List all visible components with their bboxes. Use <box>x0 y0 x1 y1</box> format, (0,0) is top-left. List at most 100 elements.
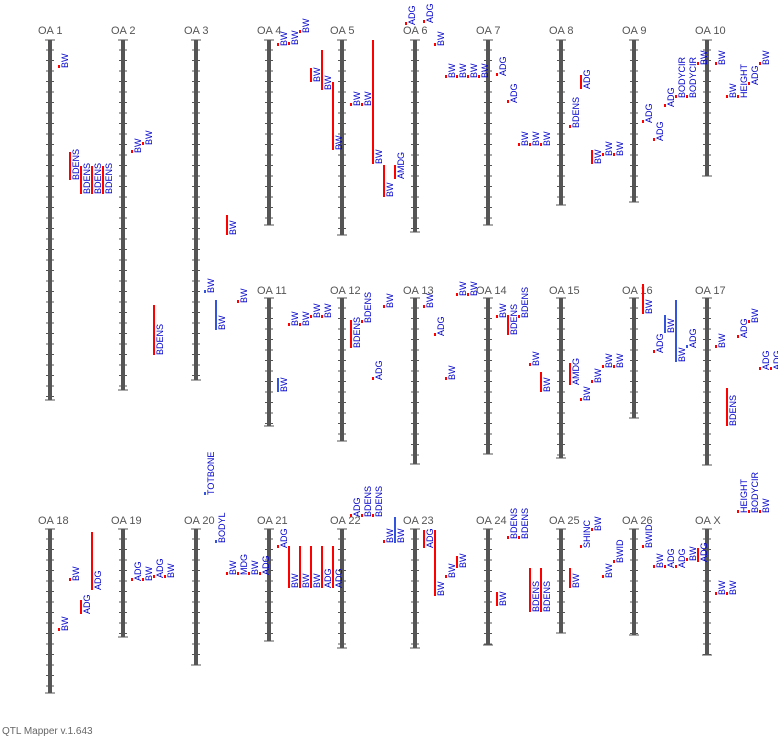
qtl-marker: BW <box>445 63 457 78</box>
qtl-marker: BW <box>456 281 468 296</box>
qtl-label: BW <box>480 63 490 78</box>
qtl-label: BW <box>290 30 300 45</box>
chromosome: OA 22 <box>330 515 361 649</box>
qtl-marker: ADG <box>653 121 665 141</box>
qtl-marker: BW <box>383 293 395 308</box>
chromosome: OA 23 <box>403 515 434 649</box>
qtl-label: ADG <box>334 568 344 588</box>
qtl-marker: MDG <box>237 554 249 575</box>
qtl-label: BW <box>436 581 446 596</box>
chromosome: OA 4 <box>257 25 281 226</box>
qtl-marker: ADG <box>686 328 698 348</box>
chromosome: OA 15 <box>549 285 580 459</box>
qtl-marker: BW <box>602 141 614 156</box>
qtl-label: BDENS <box>93 163 103 194</box>
chromosome-label: OA 2 <box>111 25 135 37</box>
qtl-label: BW <box>655 553 665 568</box>
chromosome-bar <box>632 529 636 635</box>
qtl-label: BW <box>717 580 727 595</box>
qtl-marker: HEIGHT <box>737 478 749 513</box>
qtl-label: BW <box>717 333 727 348</box>
qtl-label: BDENS <box>531 581 541 612</box>
qtl-label: BW <box>593 368 603 383</box>
qtl-label: BW <box>312 67 322 82</box>
chromosome-label: OA 9 <box>622 25 646 37</box>
version-footer: QTL Mapper v.1.643 <box>2 726 93 737</box>
qtl-marker: BW <box>321 50 333 90</box>
qtl-label: BW <box>323 303 333 318</box>
chromosome-bar <box>632 40 636 202</box>
chromosome-label: OA 14 <box>476 285 507 297</box>
qtl-label: ADG <box>374 360 384 380</box>
qtl-label: BW <box>334 135 344 150</box>
qtl-label: ADG <box>436 316 446 336</box>
qtl-marker: BW <box>715 50 727 65</box>
qtl-marker: BW <box>518 131 530 146</box>
qtl-marker: BW <box>58 616 70 631</box>
qtl-label: ADG <box>155 558 165 578</box>
qtl-label: BW <box>374 149 384 164</box>
qtl-marker: HEIGHT <box>737 63 749 98</box>
qtl-marker: BW <box>580 386 592 401</box>
qtl-marker: ADG <box>434 316 446 336</box>
qtl-marker: SHINC <box>580 519 592 548</box>
qtl-label: ADG <box>739 318 749 338</box>
qtl-marker: BWID <box>642 524 654 548</box>
qtl-marker: ADG <box>496 56 508 76</box>
chromosome: OA 20 <box>184 515 215 666</box>
qtl-marker: ADG <box>423 3 435 23</box>
qtl-marker: BW <box>726 83 738 98</box>
qtl-marker: BW <box>434 530 446 596</box>
qtl-marker: BW <box>529 351 541 366</box>
chromosome-label: OA X <box>695 515 721 527</box>
qtl-marker: BDENS <box>518 287 530 318</box>
qtl-label: ADG <box>498 56 508 76</box>
qtl-label: BW <box>312 573 322 588</box>
qtl-label: BWID <box>615 539 625 563</box>
qtl-label: BW <box>604 353 614 368</box>
qtl-marker: BW <box>277 377 289 392</box>
qtl-marker: BW <box>653 553 665 568</box>
qtl-marker: BW <box>445 563 457 578</box>
chromosome-label: OA 5 <box>330 25 354 37</box>
qtl-label: BW <box>666 318 676 333</box>
qtl-label: BW <box>385 293 395 308</box>
qtl-label: BW <box>447 563 457 578</box>
chromosome-label: OA 6 <box>403 25 427 37</box>
qtl-marker: BW <box>540 131 552 146</box>
qtl-marker: BW <box>288 30 300 45</box>
chromosome-bar <box>48 529 52 693</box>
qtl-label: ADG <box>407 5 417 25</box>
qtl-marker: BW <box>299 311 311 326</box>
qtl-label: ADG <box>133 561 143 581</box>
chromosome: OA 14 <box>476 285 507 455</box>
qtl-label: BW <box>166 563 176 578</box>
qtl-label: AMDG <box>571 358 581 385</box>
qtl-label: ADG <box>82 594 92 614</box>
chromosome: OA 5 <box>330 25 354 236</box>
qtl-label: ADG <box>699 542 709 562</box>
chromosome-label: OA 15 <box>549 285 580 297</box>
qtl-marker: BW <box>204 278 216 293</box>
qtl-marker: BW <box>445 365 457 380</box>
qtl-label: BW <box>447 365 457 380</box>
qtl-label: BDENS <box>509 508 519 539</box>
qtl-marker: BW <box>310 303 322 318</box>
qtl-marker: ADG <box>664 548 676 568</box>
qtl-marker: ADG <box>580 69 592 89</box>
chromosome: OA 12 <box>330 285 361 442</box>
qtl-marker: BODYCIR <box>675 56 687 98</box>
qtl-marker: BW <box>715 333 727 348</box>
qtl-marker: BODYCIR <box>748 471 760 513</box>
qtl-label: BW <box>301 573 311 588</box>
qtl-marker: BW <box>496 303 508 318</box>
qtl-label: HEIGHT <box>739 63 749 98</box>
qtl-marker: BW <box>591 368 603 383</box>
qtl-label: BW <box>604 563 614 578</box>
qtl-label: ADG <box>750 65 760 85</box>
chromosome-bar <box>486 529 490 645</box>
qtl-label: BDENS <box>520 508 530 539</box>
qtl-marker: BDENS <box>361 486 373 517</box>
chromosome: OA 6 <box>403 25 427 233</box>
qtl-label: BWID <box>644 524 654 548</box>
